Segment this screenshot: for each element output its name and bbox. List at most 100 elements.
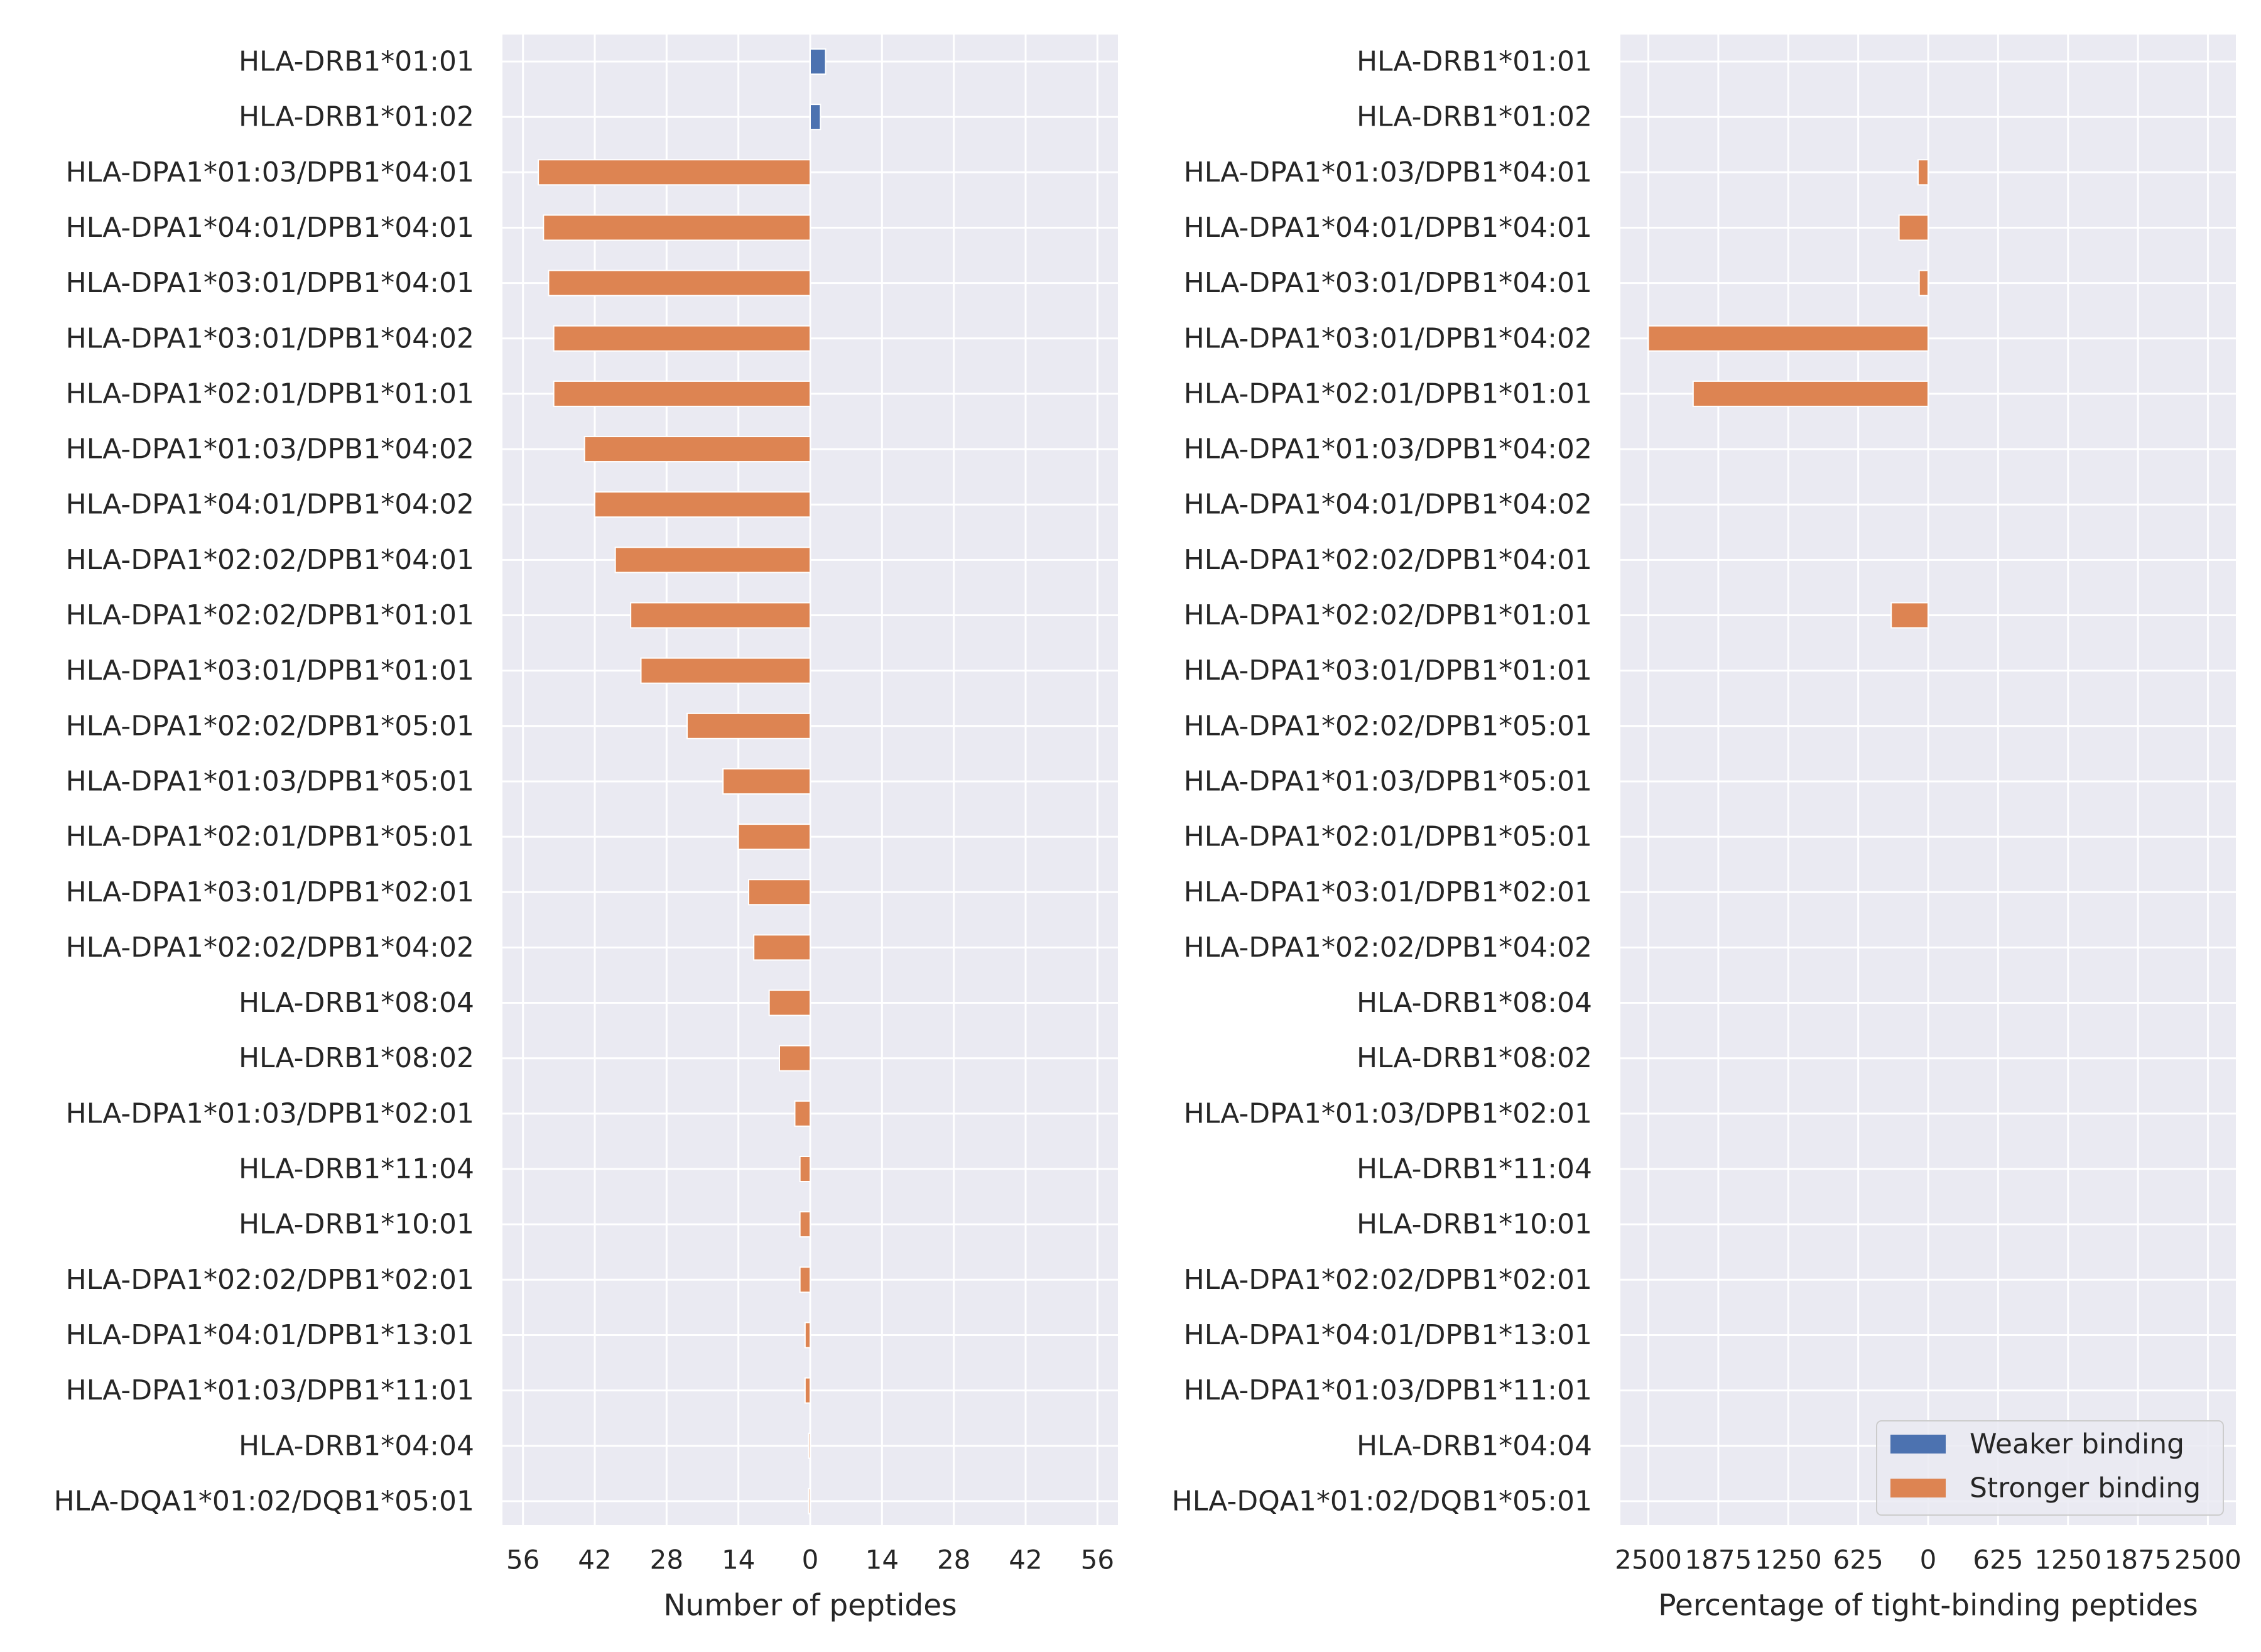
bar-stronger-9: [594, 491, 811, 518]
legend-box: [1876, 1420, 2224, 1516]
y-tick-label: HLA-DRB1*01:01: [239, 46, 474, 78]
legend-swatch-stronger: [1890, 1479, 1946, 1497]
y-tick-label: HLA-DPA1*02:01/DPB1*05:01: [66, 821, 474, 853]
y-tick-label: HLA-DPA1*02:02/DPB1*02:01: [66, 1264, 474, 1296]
x-tick-label: 56: [506, 1545, 539, 1575]
bar-stronger-22: [799, 1211, 811, 1238]
bar-stronger-6: [553, 325, 811, 352]
bar-stronger-15: [737, 823, 811, 850]
y-tick-label: HLA-DPA1*03:01/DPB1*04:02: [66, 322, 474, 354]
x-tick-label: 42: [578, 1545, 611, 1575]
y-tick-label: HLA-DPA1*03:01/DPB1*04:02: [1184, 322, 1592, 354]
y-tick-label: HLA-DPA1*01:03/DPB1*04:01: [66, 156, 474, 188]
y-tick-label: HLA-DRB1*08:04: [1357, 987, 1592, 1019]
y-tick-label: HLA-DPA1*01:03/DPB1*02:01: [1184, 1097, 1592, 1129]
y-tick-label: HLA-DPA1*02:02/DPB1*04:01: [1184, 544, 1592, 576]
y-tick-label: HLA-DRB1*01:02: [239, 101, 474, 133]
y-tick-label: HLA-DPA1*02:01/DPB1*01:01: [66, 378, 474, 410]
x-axis-label: Percentage of tight-binding peptides: [1658, 1589, 2198, 1623]
bar-stronger-4: [1898, 214, 1929, 241]
y-tick-label: HLA-DPA1*01:03/DPB1*04:02: [66, 433, 474, 465]
x-tick-label: 0: [1920, 1545, 1937, 1575]
bar-stronger-6: [1647, 325, 1929, 352]
bar-stronger-16: [748, 879, 811, 906]
x-tick-label: 625: [1973, 1545, 2023, 1575]
bar-stronger-7: [1692, 380, 1929, 407]
y-tick-label: HLA-DRB1*04:04: [239, 1430, 474, 1462]
y-tick-label: HLA-DPA1*03:01/DPB1*04:01: [66, 267, 474, 299]
y-tick-label: HLA-DRB1*08:04: [239, 987, 474, 1019]
y-tick-label: HLA-DPA1*03:01/DPB1*01:01: [66, 655, 474, 687]
bar-stronger-14: [722, 768, 811, 795]
legend: Weaker binding Stronger binding: [1876, 1420, 2224, 1516]
y-tick-label: HLA-DPA1*02:02/DPB1*01:01: [66, 599, 474, 631]
y-tick-label: HLA-DQA1*01:02/DQB1*05:01: [1172, 1485, 1592, 1517]
y-tick-label: HLA-DPA1*03:01/DPB1*02:01: [1184, 876, 1592, 908]
bar-stronger-3: [1917, 159, 1929, 186]
y-tick-label: HLA-DRB1*08:02: [1357, 1042, 1592, 1074]
y-tick-label: HLA-DPA1*02:02/DPB1*05:01: [1184, 710, 1592, 742]
y-tick-label: HLA-DRB1*11:04: [239, 1153, 474, 1185]
x-tick-label: 14: [865, 1545, 899, 1575]
bar-stronger-21: [799, 1156, 811, 1182]
x-tick-label: 1250: [1755, 1545, 1822, 1575]
y-tick-label: HLA-DPA1*04:01/DPB1*04:01: [66, 212, 474, 244]
legend-label-stronger: Stronger binding: [1970, 1472, 2201, 1504]
y-tick-label: HLA-DRB1*08:02: [239, 1042, 474, 1074]
y-tick-label: HLA-DRB1*10:01: [239, 1209, 474, 1241]
y-tick-label: HLA-DPA1*01:03/DPB1*04:02: [1184, 433, 1592, 465]
x-tick-label: 14: [722, 1545, 755, 1575]
x-tick-label: 0: [802, 1545, 819, 1575]
x-tick-label: 2500: [1615, 1545, 1682, 1575]
x-tick-label: 28: [937, 1545, 970, 1575]
bar-stronger-13: [686, 712, 811, 739]
y-tick-label: HLA-DRB1*11:04: [1357, 1153, 1592, 1185]
y-tick-label: HLA-DRB1*04:04: [1357, 1430, 1592, 1462]
chart-panel-1: HLA-DRB1*01:01 HLA-DRB1*01:02 HLA-DPA1*01:…: [54, 35, 1118, 1623]
bar-stronger-5: [548, 269, 811, 296]
y-tick-label: HLA-DPA1*01:03/DPB1*11:01: [1184, 1374, 1592, 1406]
y-tick-label: HLA-DPA1*01:03/DPB1*11:01: [66, 1374, 474, 1406]
bar-stronger-25: [804, 1377, 811, 1404]
bar-stronger-27: [808, 1487, 811, 1514]
y-tick-label: HLA-DPA1*02:02/DPB1*04:02: [1184, 932, 1592, 964]
bar-stronger-11: [1890, 602, 1929, 629]
y-tick-label: HLA-DPA1*03:01/DPB1*01:01: [1184, 655, 1592, 687]
y-tick-label: HLA-DPA1*04:01/DPB1*04:02: [1184, 489, 1592, 521]
bar-stronger-23: [799, 1266, 811, 1293]
x-tick-label: 42: [1009, 1545, 1042, 1575]
bar-stronger-8: [583, 436, 811, 463]
bar-stronger-12: [640, 657, 811, 684]
y-tick-label: HLA-DPA1*01:03/DPB1*05:01: [1184, 765, 1592, 797]
x-tick-label: 2500: [2174, 1545, 2242, 1575]
y-tick-label: HLA-DPA1*01:03/DPB1*02:01: [66, 1097, 474, 1129]
bar-stronger-4: [543, 214, 811, 241]
bar-stronger-3: [538, 159, 811, 186]
x-tick-label: 1250: [2034, 1545, 2101, 1575]
y-tick-label: HLA-DPA1*04:01/DPB1*04:02: [66, 489, 474, 521]
legend-label-weaker: Weaker binding: [1970, 1428, 2184, 1460]
y-tick-label: HLA-DPA1*02:01/DPB1*01:01: [1184, 378, 1592, 410]
y-tick-label: HLA-DPA1*03:01/DPB1*02:01: [66, 876, 474, 908]
x-tick-label: 1875: [2105, 1545, 2172, 1575]
y-tick-label: HLA-DPA1*04:01/DPB1*13:01: [66, 1319, 474, 1351]
bar-stronger-20: [794, 1100, 811, 1127]
x-tick-label: 1875: [1684, 1545, 1752, 1575]
x-tick-label: 625: [1833, 1545, 1884, 1575]
y-tick-label: HLA-DRB1*10:01: [1357, 1209, 1592, 1241]
y-tick-label: HLA-DPA1*02:02/DPB1*04:01: [66, 544, 474, 576]
bar-stronger-26: [808, 1432, 811, 1459]
bar-stronger-17: [753, 934, 811, 961]
x-tick-label: 28: [650, 1545, 683, 1575]
bar-stronger-5: [1918, 269, 1929, 296]
x-axis-label: Number of peptides: [663, 1589, 957, 1623]
bar-weaker-1: [810, 48, 827, 75]
bar-stronger-24: [804, 1322, 811, 1349]
bar-stronger-18: [768, 989, 811, 1016]
y-tick-label: HLA-DPA1*02:02/DPB1*04:02: [66, 932, 474, 964]
y-tick-label: HLA-DPA1*02:02/DPB1*05:01: [66, 710, 474, 742]
y-tick-label: HLA-DRB1*01:01: [1357, 46, 1592, 78]
y-tick-label: HLA-DPA1*01:03/DPB1*04:01: [1184, 156, 1592, 188]
